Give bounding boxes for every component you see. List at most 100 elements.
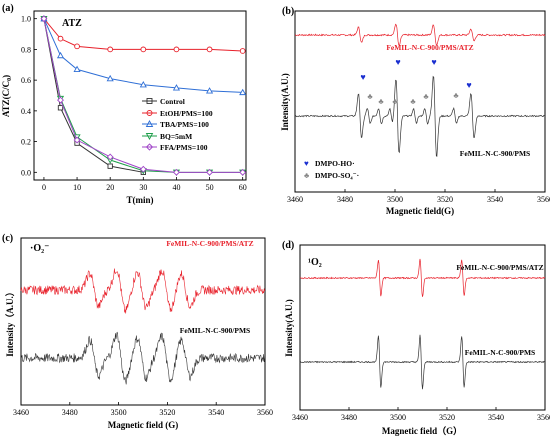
so4-marker-4: ♣ [410, 97, 416, 106]
y-tick-label: 0.6 [21, 76, 31, 85]
x-tick-label: 3480 [341, 413, 357, 422]
data-point [239, 88, 247, 96]
data-point [73, 136, 81, 144]
data-point [40, 15, 48, 23]
legend-item-bq: BQ=5mM [142, 132, 192, 141]
panel-d-trace-red-label: FeMIL-N-C-900/PMS/ATZ [456, 263, 543, 272]
data-point [57, 105, 64, 111]
panel-c-trace-red-label: FeMIL-N-C-900/PMS/ATZ [166, 239, 253, 248]
x-tick-label: 3520 [437, 195, 453, 204]
panel-d: (d) ¹O₂ 3460 3480 3500 3520 3540 3560 FeMIL-N… [282, 240, 550, 436]
ho-marker-1: ♥ [360, 72, 365, 82]
panel-a-xlabel: T(min) [127, 195, 154, 205]
panel-b-ylabel: Intensity(A.U.) [280, 73, 290, 131]
panel-d-label: (d) [282, 240, 294, 251]
y-tick-label: 0.8 [21, 45, 31, 54]
x-tick-label: 40 [172, 183, 180, 192]
svg-text:Control: Control [160, 97, 185, 106]
data-point [206, 168, 213, 176]
x-tick-label: 3500 [111, 408, 127, 417]
svg-text:TBA/PMS=100: TBA/PMS=100 [160, 120, 209, 129]
panel-a-ylabel: ATZ(C/C0) [1, 75, 13, 117]
data-point [57, 35, 64, 42]
x-tick-label: 3560 [537, 413, 550, 422]
panel-a-label: (a) [2, 3, 14, 14]
legend-item-ffa: FFA/PMS=100 [142, 143, 208, 152]
data-point [140, 46, 147, 53]
x-tick-label: 3540 [208, 408, 224, 417]
x-tick-label: 3560 [257, 408, 273, 417]
panel-a-legend: Control EtOH/PMS=100 TBA/PMS=100 BQ=5mM [142, 97, 213, 152]
x-tick-label: 50 [206, 183, 214, 192]
x-tick-label: 60 [239, 183, 247, 192]
x-tick-label: 3540 [487, 195, 503, 204]
x-tick-label: 20 [106, 183, 114, 192]
panel-c-annotation: ·O₂⁻ [30, 243, 49, 254]
series-line [43, 18, 243, 52]
panel-a-series [40, 14, 247, 177]
legend-item-etoh: EtOH/PMS=100 [142, 109, 213, 118]
panel-c-label: (c) [2, 233, 13, 244]
so4-marker-1: ♣ [367, 92, 373, 101]
data-point [74, 43, 80, 50]
panel-a: (a) ATZ 0 10 20 30 40 50 600.00.20.40.60.81.0 … [1, 3, 247, 205]
ho-marker-2: ♥ [395, 57, 400, 67]
panel-b-legend: ♥ DMPO-HO· ♣ DMPO-SO₄⁻· [304, 159, 359, 180]
so4-marker-2: ♣ [378, 97, 384, 106]
series-bq-5mm [40, 16, 247, 177]
panel-b-trace-red-label: FeMIL-N-C-900/PMS/ATZ [386, 43, 473, 52]
so4-marker-3: ♣ [392, 97, 398, 106]
x-tick-label: 3480 [62, 408, 78, 417]
panel-c: (c) ·O₂⁻ 3460 3480 3500 3520 3540 3560 FeMIL-… [2, 233, 273, 430]
x-tick-label: 3540 [488, 413, 504, 422]
x-tick-label: 3460 [287, 195, 303, 204]
panel-d-trace-red [299, 258, 546, 297]
series-line [43, 18, 144, 173]
data-point [106, 74, 114, 82]
panel-d-frame [299, 244, 546, 411]
panel-b-peak-markers: ♥ ♥ ♥ ♥ ♣ ♣ ♣ ♣ ♣ ♣ [360, 57, 471, 106]
data-point [239, 48, 246, 54]
x-tick-label: 3500 [387, 195, 403, 204]
x-tick-label: 3460 [292, 413, 308, 422]
panel-d-trace-black-label: FeMIL-N-C-900/PMS [465, 348, 535, 357]
y-tick-label: 1.0 [21, 15, 31, 24]
data-point [56, 51, 65, 59]
data-point [239, 168, 247, 176]
data-point [173, 46, 180, 53]
panel-b-xlabel: Magnetic field(G) [386, 206, 454, 216]
series-line [43, 18, 243, 173]
x-tick-label: 3560 [537, 195, 550, 204]
legend-item-tba: TBA/PMS=100 [142, 120, 209, 129]
x-tick-label: 3520 [159, 408, 175, 417]
data-point [172, 84, 181, 91]
panel-c-trace-red [20, 268, 265, 314]
panel-c-ticks: 3460 3480 3500 3520 3540 3560 [13, 402, 273, 417]
panel-b-ticks: 3460 3480 3500 3520 3540 3560 [287, 189, 550, 204]
x-tick-label: 3460 [13, 408, 29, 417]
panel-c-xlabel: Magnetic field (G) [108, 420, 178, 430]
x-tick-label: 10 [73, 183, 81, 192]
data-point [139, 165, 147, 173]
series-line [43, 18, 243, 173]
data-point [106, 153, 114, 161]
x-tick-label: 3520 [439, 413, 455, 422]
so4-marker-6: ♣ [453, 91, 459, 100]
panel-d-ticks: 3460 3480 3500 3520 3540 3560 [292, 407, 550, 422]
y-tick-label: 0.4 [21, 107, 31, 116]
data-point [206, 46, 213, 53]
ho-marker-4: ♥ [466, 80, 471, 90]
panel-d-annotation: ¹O₂ [308, 257, 322, 268]
data-point [107, 163, 113, 169]
ho-marker-3: ♥ [431, 57, 436, 67]
panel-a-frame [33, 10, 247, 181]
panel-b-trace-black-label: FeMIL-N-C-900/PMS [460, 149, 530, 158]
data-point [173, 168, 180, 176]
series-ffa-pms-100 [40, 15, 247, 176]
panel-d-ylabel: Intensity(A.U.) [284, 299, 294, 357]
x-tick-label: 30 [139, 183, 147, 192]
panel-a-annotation: ATZ [62, 18, 82, 29]
data-point [139, 81, 147, 88]
legend-so4-symbol: ♣ [304, 171, 310, 180]
